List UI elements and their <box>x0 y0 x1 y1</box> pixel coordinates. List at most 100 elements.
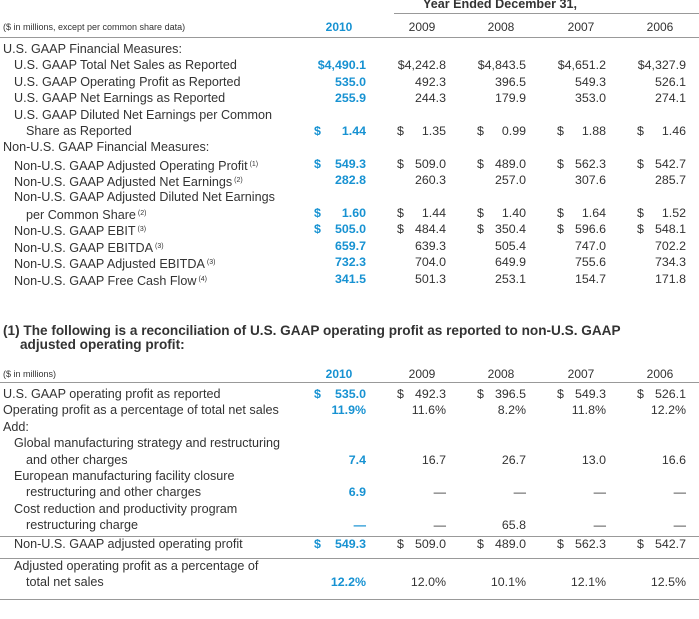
row-label: U.S. GAAP Operating Profit as Reported <box>14 74 241 89</box>
cell-value: 548.1 <box>654 222 686 237</box>
cell-value: 526.1 <box>654 74 686 89</box>
cell-value: 649.9 <box>494 255 526 270</box>
year-header-2010: 2010 <box>325 367 353 381</box>
row-label: U.S. GAAP operating profit as reported <box>3 387 221 401</box>
row-label: Global manufacturing strategy and restru… <box>14 436 281 451</box>
cell-value: 505.0 <box>334 222 366 237</box>
table2-top-rule <box>0 382 699 383</box>
cell-value: 1.44 <box>421 206 446 220</box>
cell-value: 285.7 <box>654 173 686 188</box>
cell-value: $4,327.9 <box>637 58 686 73</box>
row-label: Share as Reported <box>26 124 132 138</box>
currency-sign: $ <box>314 536 321 551</box>
table1-unit-note: ($ in millions, except per common share … <box>3 22 186 32</box>
cell-value: 489.0 <box>494 536 526 551</box>
currency-sign: $ <box>557 206 564 220</box>
year-header-2006: 2006 <box>646 20 674 34</box>
cell-value: $4,242.8 <box>397 58 446 73</box>
currency-sign: $ <box>314 222 321 237</box>
row-label: U.S. GAAP Net Earnings as Reported <box>14 91 226 106</box>
row-label: Non-U.S. GAAP Free Cash Flow (4) <box>14 273 207 288</box>
cell-value: 542.7 <box>654 536 686 551</box>
table2-title-line1: (1) The following is a reconciliation of… <box>3 323 621 338</box>
footnote-marker: (3) <box>137 226 147 234</box>
cell-value: 732.3 <box>334 255 366 270</box>
currency-sign: $ <box>477 387 484 401</box>
row-label: Non-U.S. GAAP Adjusted EBITDA (3) <box>14 257 216 272</box>
row-label: Adjusted operating profit as a percentag… <box>14 559 259 573</box>
cell-value: 505.4 <box>494 238 526 253</box>
cell-value: 1.35 <box>421 124 446 138</box>
currency-sign: $ <box>477 156 484 171</box>
row-label: and other charges <box>26 452 128 467</box>
cell-value: 154.7 <box>574 271 606 286</box>
currency-sign: $ <box>397 387 404 401</box>
cell-value: 7.4 <box>348 452 366 467</box>
cell-value: 8.2% <box>497 403 526 418</box>
row-label: Add: <box>3 419 29 434</box>
year-header-2008: 2008 <box>487 367 515 381</box>
cell-value: 562.3 <box>574 536 606 551</box>
cell-value: 353.0 <box>574 91 606 106</box>
cell-value: 274.1 <box>654 91 686 106</box>
row-label: Non-U.S. GAAP Financial Measures: <box>3 140 210 155</box>
row-label: Non-U.S. GAAP EBIT (3) <box>14 224 147 239</box>
cell-value: 755.6 <box>574 255 606 270</box>
row-label: U.S. GAAP Diluted Net Earnings per Commo… <box>14 107 273 122</box>
cell-value: 341.5 <box>334 271 366 286</box>
cell-value: 12.1% <box>570 575 606 590</box>
year-header-2007: 2007 <box>567 20 595 34</box>
cell-value: 260.3 <box>414 173 446 188</box>
cell-value: 12.5% <box>650 575 686 590</box>
cell-value: 6.9 <box>348 485 366 500</box>
currency-sign: $ <box>477 206 484 220</box>
cell-value: 26.7 <box>501 452 526 467</box>
currency-sign: $ <box>397 206 404 220</box>
cell-value: 1.40 <box>501 206 526 220</box>
currency-sign: $ <box>557 387 564 401</box>
cell-value: — <box>673 485 686 500</box>
cell-value: 509.0 <box>414 156 446 171</box>
currency-sign: $ <box>637 156 644 171</box>
year-header-2006: 2006 <box>646 367 674 381</box>
cell-value: 492.3 <box>414 74 446 89</box>
row-label: Non-U.S. GAAP Adjusted Diluted Net Earni… <box>14 189 275 204</box>
row-label: per Common Share (2) <box>26 208 147 222</box>
footnote-marker: (1) <box>249 160 259 168</box>
cell-value: 535.0 <box>334 74 366 89</box>
cell-value: — <box>593 485 606 500</box>
table2-subtotal-rule-bottom <box>0 558 699 559</box>
row-label: total net sales <box>26 575 104 590</box>
year-header-2009: 2009 <box>408 20 436 34</box>
cell-value: $4,490.1 <box>317 58 366 73</box>
year-header-2009: 2009 <box>408 367 436 381</box>
row-label: Non-U.S. GAAP Adjusted Operating Profit(… <box>14 158 259 173</box>
cell-value: 12.2% <box>330 575 366 590</box>
currency-sign: $ <box>477 536 484 551</box>
cell-value: 282.8 <box>334 173 366 188</box>
cell-value: 396.5 <box>494 387 526 401</box>
cell-value: 12.0% <box>410 575 446 590</box>
currency-sign: $ <box>557 156 564 171</box>
currency-sign: $ <box>397 124 404 138</box>
cell-value: 257.0 <box>494 173 526 188</box>
year-header-2010: 2010 <box>325 20 353 34</box>
cell-value: 1.88 <box>581 124 606 138</box>
footnote-marker: (3) <box>155 242 164 250</box>
year-header-2007: 2007 <box>567 367 595 381</box>
cell-value: 542.7 <box>654 156 686 171</box>
cell-value: 13.0 <box>581 452 606 467</box>
cell-value: — <box>513 485 526 500</box>
cell-value: 734.3 <box>654 255 686 270</box>
cell-value: 702.2 <box>654 238 686 253</box>
cell-value: 562.3 <box>574 156 606 171</box>
cell-value: 596.6 <box>574 222 606 237</box>
cell-value: — <box>433 518 446 533</box>
cell-value: 11.6% <box>411 403 446 418</box>
cell-value: 255.9 <box>334 91 366 106</box>
currency-sign: $ <box>557 124 564 138</box>
row-label: Cost reduction and productivity program <box>14 501 238 516</box>
table2-unit-note: ($ in millions) <box>3 369 57 379</box>
cell-value: 549.3 <box>574 387 606 401</box>
cell-value: 307.6 <box>574 173 606 188</box>
